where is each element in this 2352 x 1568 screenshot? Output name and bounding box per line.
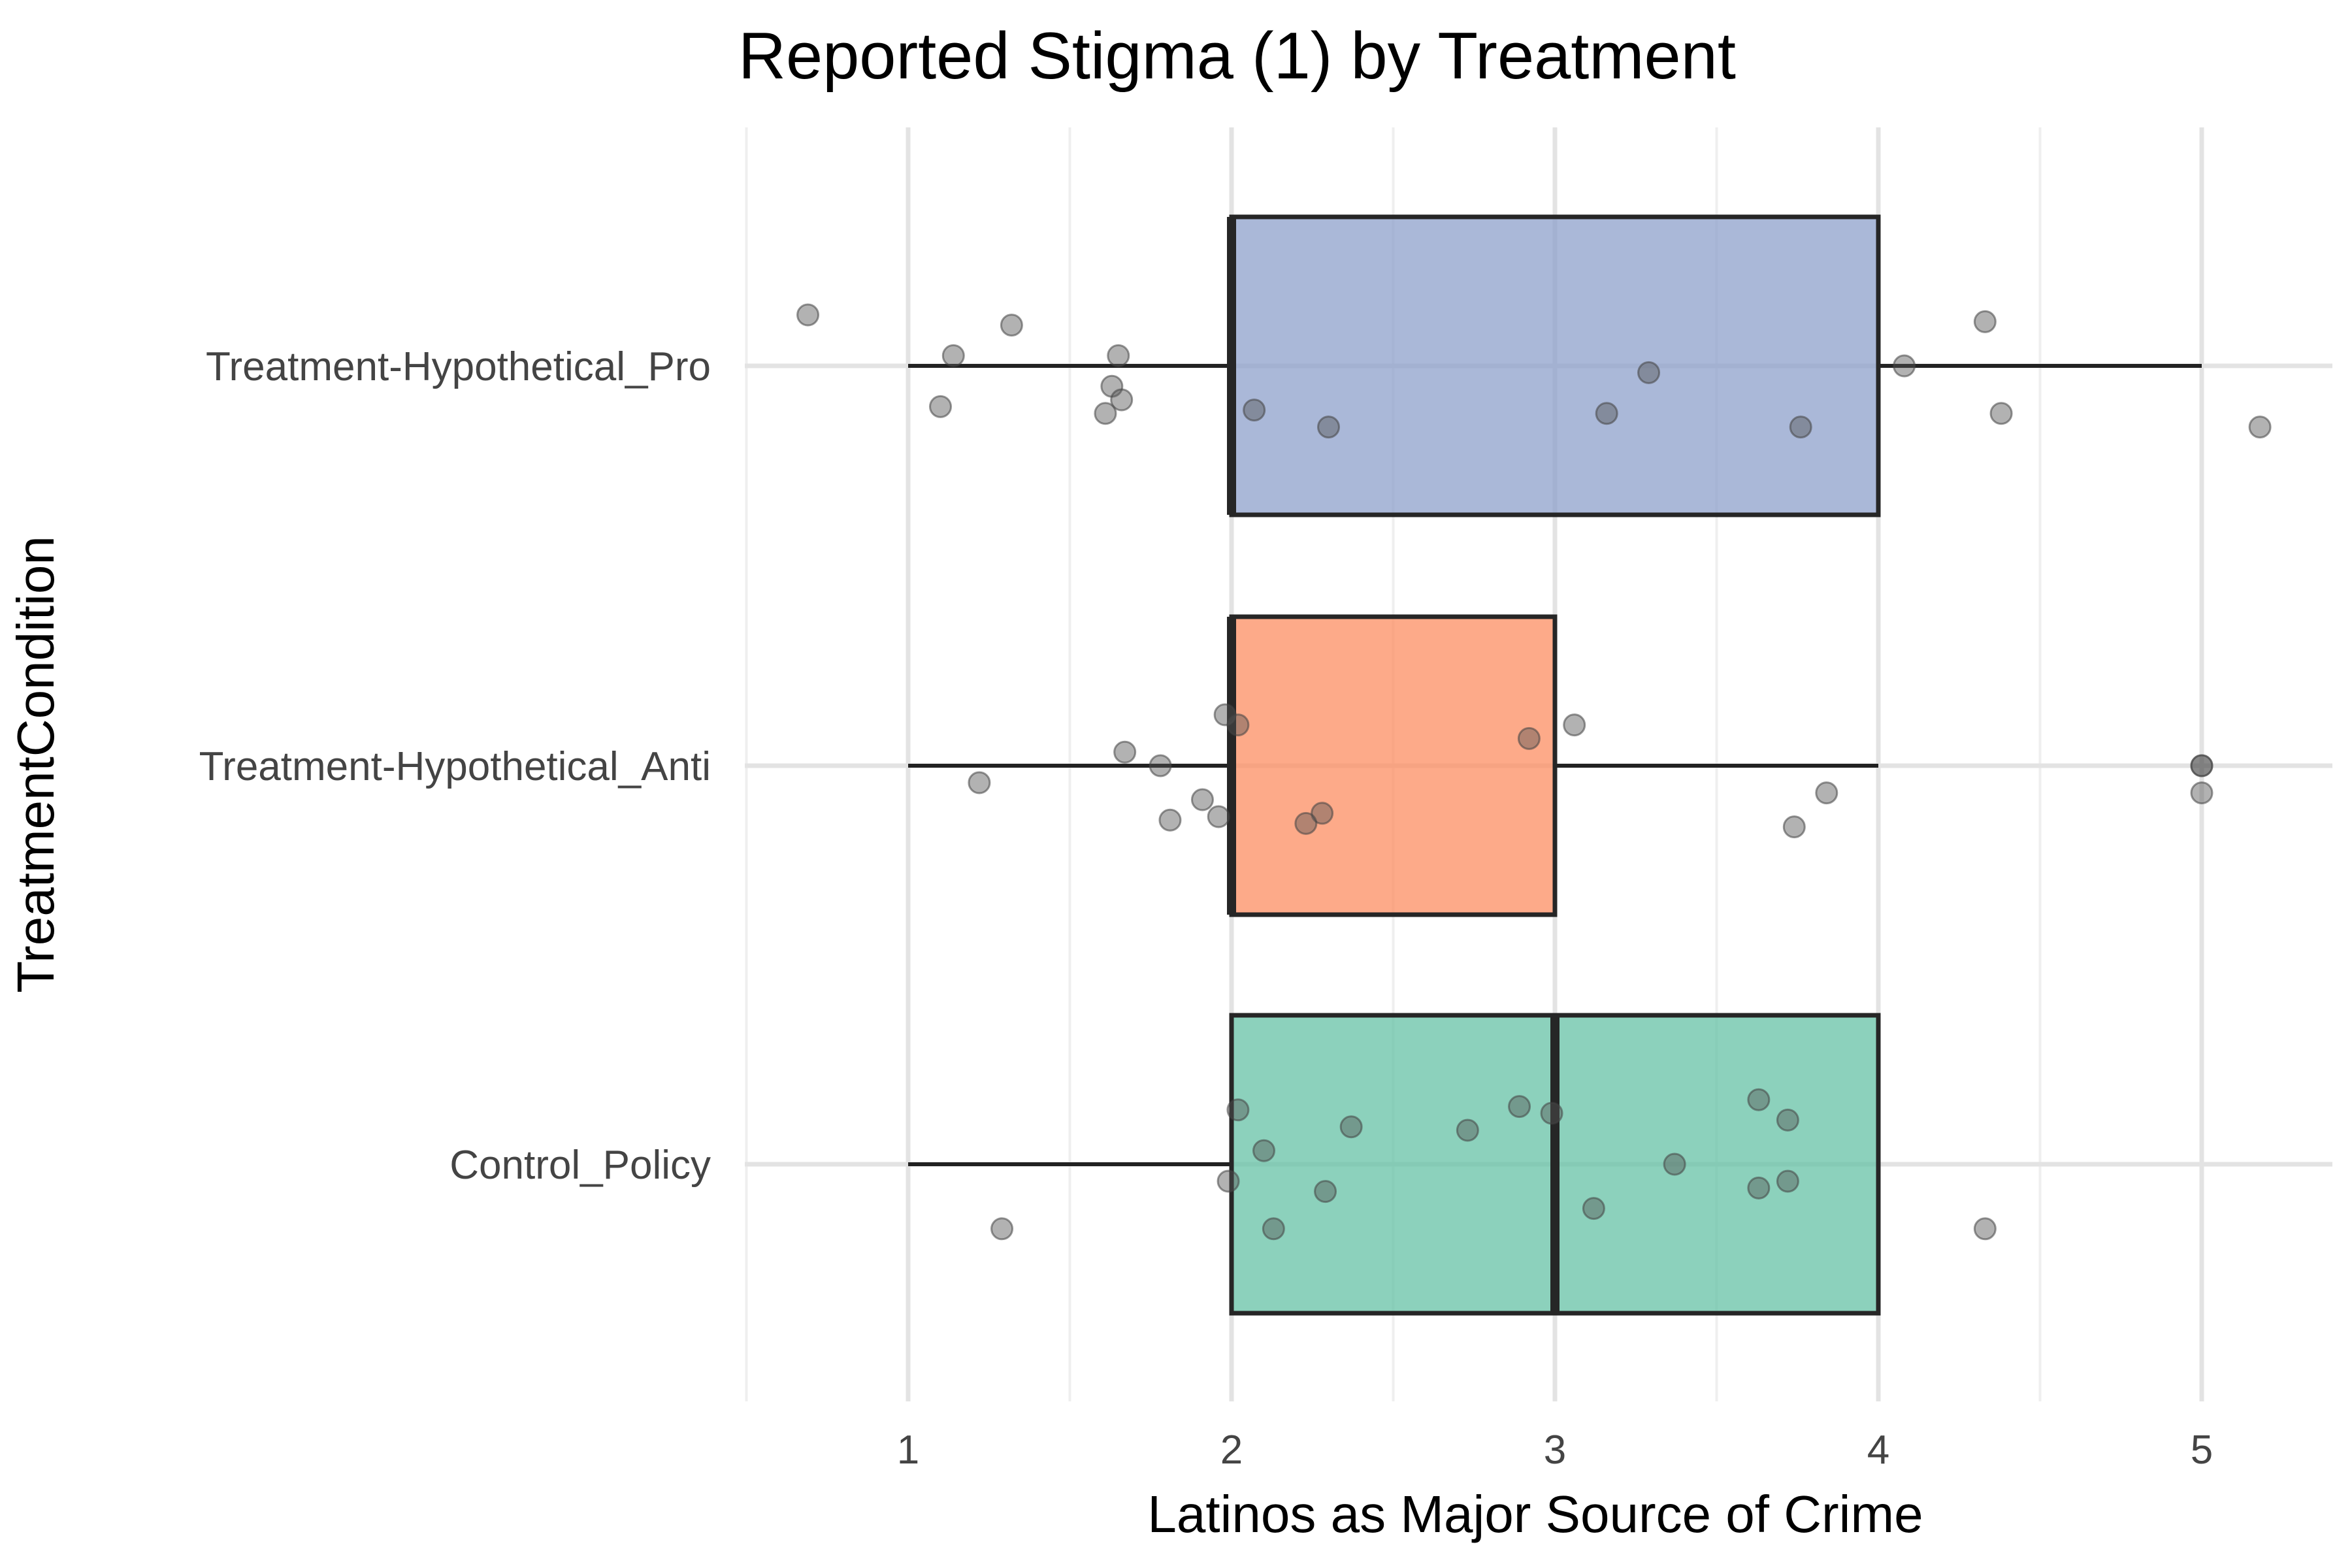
data-point [1311, 802, 1334, 825]
data-point [1508, 1095, 1531, 1119]
data-point [1217, 1169, 1240, 1193]
y-axis-title: TreatmentCondition [7, 536, 65, 993]
data-point [1973, 1217, 1997, 1241]
data-point [1110, 388, 1134, 412]
data-point [1294, 811, 1318, 835]
x-tick-label: 3 [1544, 1428, 1566, 1473]
x-tick-label: 4 [1867, 1428, 1889, 1473]
data-point [1815, 781, 1838, 805]
box-body [1229, 614, 1558, 917]
data-point [1517, 727, 1541, 750]
box-plot-series [908, 214, 2202, 1316]
box-2 [908, 614, 1878, 917]
data-point [990, 1217, 1014, 1241]
data-point [1317, 416, 1340, 439]
data-point [1094, 402, 1117, 425]
data-point [1637, 361, 1661, 384]
data-point [1747, 1088, 1771, 1111]
data-point [1789, 416, 1812, 439]
data-point [1190, 788, 1214, 811]
y-tick-label: Treatment-Hypothetical_Pro [206, 344, 711, 389]
data-point [796, 303, 820, 327]
data-point [1243, 399, 1266, 422]
data-point [1262, 1217, 1285, 1241]
data-point [1595, 402, 1618, 425]
data-point [1540, 1102, 1563, 1125]
data-point [1782, 815, 1806, 839]
data-point [1158, 808, 1182, 832]
data-point [1747, 1176, 1771, 1200]
data-point [1973, 310, 1997, 333]
y-axis-ticks: Treatment-Hypothetical_Pro Treatment-Hypo… [199, 344, 711, 1188]
data-point [1456, 1119, 1479, 1142]
data-point [1252, 1139, 1275, 1162]
x-axis-ticks: 1 2 3 4 5 [897, 1428, 2213, 1473]
data-point [1207, 805, 1230, 828]
box-body [1229, 214, 1881, 517]
data-point [1113, 740, 1137, 764]
jitter-points [796, 303, 2272, 1241]
data-point [1776, 1108, 1799, 1132]
data-point [2190, 754, 2213, 777]
data-point [1107, 344, 1130, 367]
data-point [1893, 354, 1916, 378]
y-tick-label: Treatment-Hypothetical_Anti [199, 744, 711, 789]
data-point [1226, 713, 1250, 737]
y-tick-label: Control_Policy [449, 1143, 711, 1188]
box-3 [908, 1013, 1881, 1316]
box-1 [908, 214, 2202, 517]
x-tick-label: 5 [2191, 1428, 2213, 1473]
data-point [1226, 1098, 1250, 1122]
x-axis-title: Latinos as Major Source of Crime [1147, 1485, 1923, 1543]
data-point [1563, 713, 1586, 737]
data-point [1149, 754, 1172, 777]
data-point [1000, 314, 1023, 337]
data-point [968, 771, 991, 794]
data-point [929, 395, 952, 418]
x-tick-label: 1 [897, 1428, 919, 1473]
data-point [1776, 1169, 1799, 1193]
data-point [1663, 1152, 1686, 1176]
data-point [1314, 1180, 1337, 1203]
data-point [941, 344, 965, 367]
data-point [1989, 402, 2013, 425]
data-point [1582, 1197, 1605, 1220]
data-point [1339, 1115, 1363, 1139]
x-tick-label: 2 [1220, 1428, 1243, 1473]
data-point [2190, 781, 2213, 805]
data-point [2248, 416, 2272, 439]
chart-title: Reported Stigma (1) by Treatment [738, 20, 1736, 93]
